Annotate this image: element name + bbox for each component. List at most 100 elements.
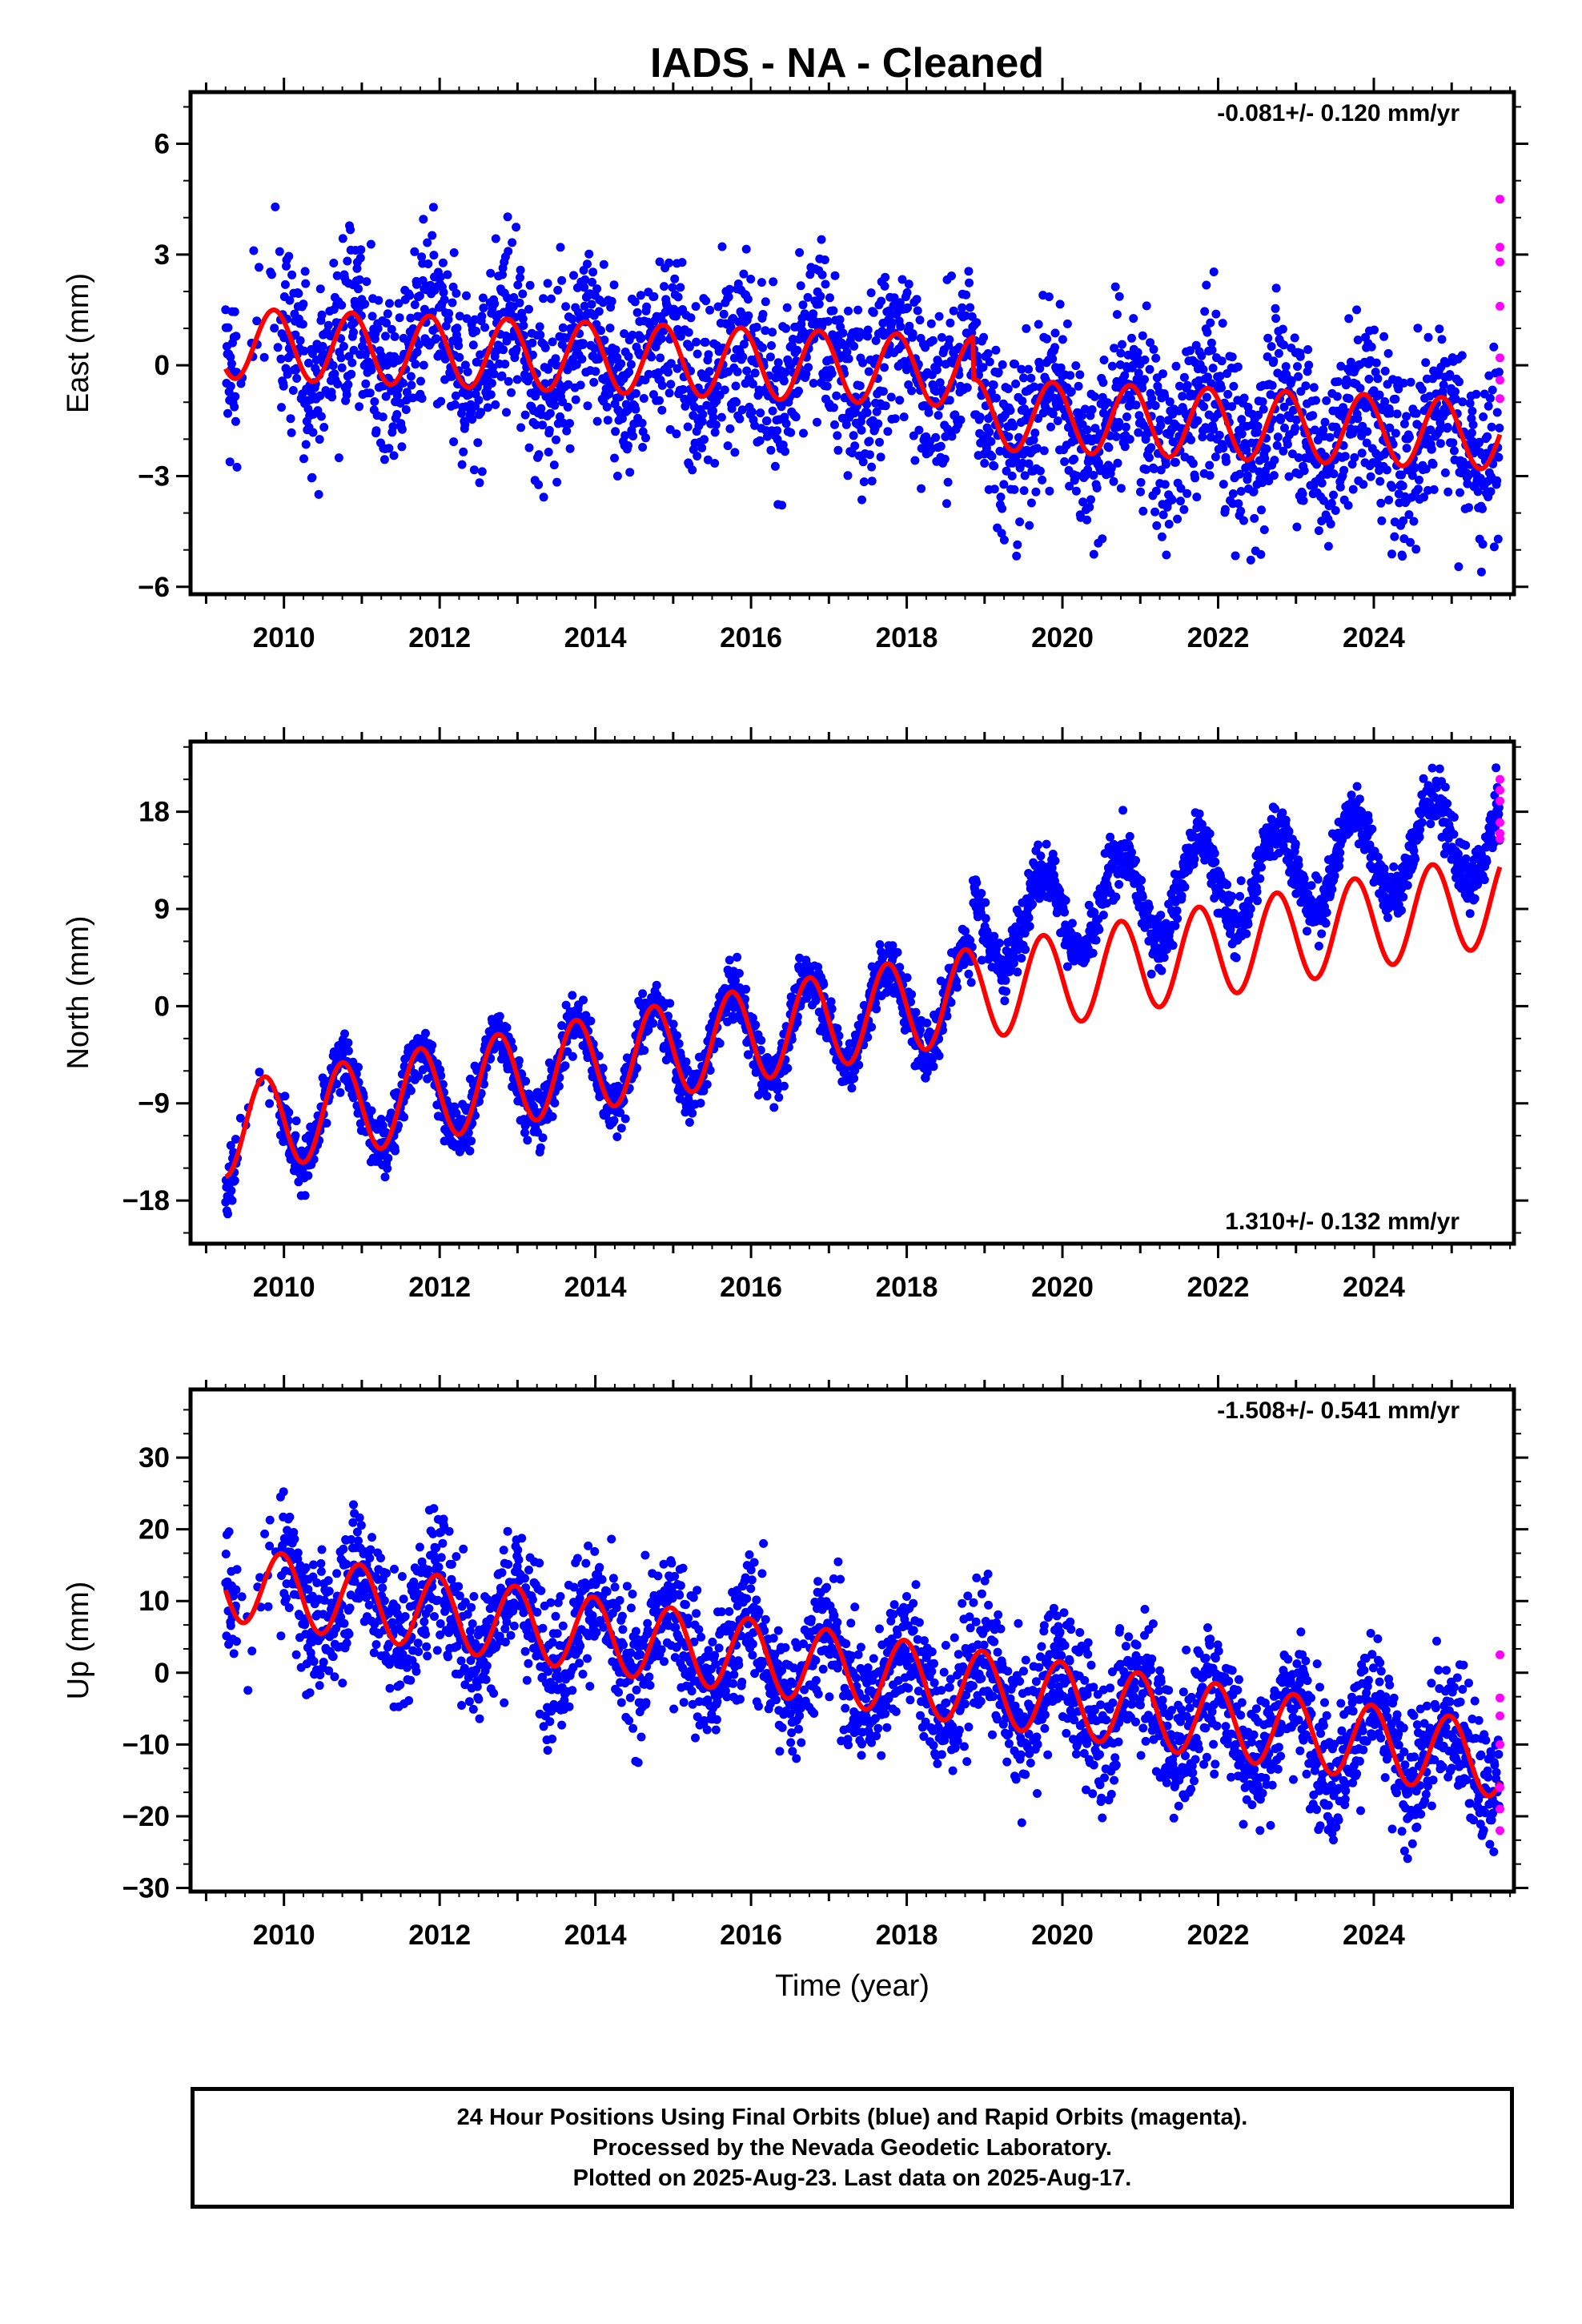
east-data-point xyxy=(1110,282,1120,292)
east-rapid-point xyxy=(1496,301,1504,311)
north-data-point xyxy=(696,1099,705,1108)
east-data-point xyxy=(1301,381,1311,391)
north-data-point xyxy=(533,1128,542,1137)
east-data-point xyxy=(449,437,459,447)
east-data-point xyxy=(1046,422,1055,432)
east-data-point xyxy=(917,484,926,493)
east-data-point xyxy=(1176,484,1186,493)
east-data-point xyxy=(419,215,428,224)
east-data-point xyxy=(1025,521,1034,530)
east-data-point xyxy=(559,418,568,428)
east-data-point xyxy=(225,457,235,467)
east-data-point xyxy=(285,296,295,305)
east-data-point xyxy=(1421,358,1431,368)
east-data-point xyxy=(397,442,407,452)
north-data-point xyxy=(946,998,956,1007)
east-data-point xyxy=(1299,496,1308,505)
east-data-point xyxy=(992,393,1001,403)
east-data-point xyxy=(997,529,1006,538)
east-data-point xyxy=(962,383,972,392)
east-data-point xyxy=(1192,493,1202,502)
east-data-point xyxy=(1386,408,1395,418)
east-data-point xyxy=(384,444,394,453)
east-data-point xyxy=(748,380,757,388)
north-data-point xyxy=(741,984,751,994)
east-data-point xyxy=(579,339,588,348)
east-data-point xyxy=(711,420,721,429)
east-data-point xyxy=(610,453,619,463)
east-data-point xyxy=(557,275,567,285)
east-data-point xyxy=(1202,392,1211,402)
east-data-point xyxy=(945,396,954,405)
north-data-point xyxy=(1050,856,1060,866)
east-data-point xyxy=(432,334,441,344)
east-data-point xyxy=(1199,364,1208,374)
east-data-point xyxy=(362,277,371,287)
east-data-point xyxy=(307,349,317,359)
east-data-point xyxy=(947,271,956,280)
east-data-point xyxy=(1263,352,1272,361)
north-data-point xyxy=(1118,806,1128,815)
north-data-point xyxy=(1001,975,1010,985)
east-data-point xyxy=(673,364,682,373)
east-data-point xyxy=(1304,360,1314,370)
east-data-point xyxy=(1375,390,1384,400)
east-data-point xyxy=(1019,486,1029,496)
east-data-point xyxy=(1215,430,1224,440)
east-data-point xyxy=(528,338,537,348)
east-data-point xyxy=(733,367,742,376)
east-data-point xyxy=(611,427,620,436)
east-data-point xyxy=(1170,457,1180,467)
north-data-point xyxy=(902,973,912,983)
east-data-point xyxy=(641,433,650,443)
east-data-point xyxy=(1454,562,1464,572)
east-data-point xyxy=(1317,478,1327,488)
east-data-point xyxy=(817,235,826,244)
east-data-point xyxy=(223,408,232,418)
east-data-point xyxy=(1443,487,1453,497)
east-data-point xyxy=(1270,456,1279,465)
east-data-point xyxy=(1353,414,1363,424)
east-data-point xyxy=(656,353,665,363)
east-data-point xyxy=(766,445,776,455)
east-data-point xyxy=(317,310,327,320)
east-data-point xyxy=(1010,360,1019,369)
east-data-point xyxy=(1147,394,1157,404)
north-data-point xyxy=(1010,953,1019,963)
east-data-point xyxy=(1377,516,1387,525)
north-data-point xyxy=(620,1114,630,1124)
east-data-point xyxy=(710,459,720,468)
north-data-point xyxy=(235,1113,245,1123)
east-data-point xyxy=(315,391,325,400)
east-data-point xyxy=(594,307,604,316)
east-data-point xyxy=(1279,340,1288,350)
north-data-point xyxy=(1067,919,1077,928)
east-data-point xyxy=(397,424,407,434)
east-data-point xyxy=(781,368,790,377)
east-data-point xyxy=(1121,422,1130,432)
north-data-point xyxy=(378,1121,387,1130)
east-data-point xyxy=(551,354,560,364)
east-data-point xyxy=(914,425,924,435)
east-rapid-point xyxy=(1496,376,1504,385)
east-data-point xyxy=(876,452,885,462)
east-data-point xyxy=(451,391,460,400)
east-data-point xyxy=(417,394,427,403)
east-data-point xyxy=(842,347,852,356)
east-data-point xyxy=(1310,425,1319,435)
east-data-point xyxy=(999,480,1009,489)
east-rate-label: -0.081+/- 0.120 mm/yr xyxy=(1217,100,1460,127)
east-data-point xyxy=(620,329,629,339)
east-data-point xyxy=(1479,412,1488,421)
east-data-point xyxy=(631,404,640,414)
east-data-point xyxy=(410,300,420,309)
east-data-point xyxy=(1243,471,1252,480)
east-data-point xyxy=(531,420,540,429)
east-data-point xyxy=(924,408,934,417)
north-data-point xyxy=(1021,945,1030,955)
east-data-point xyxy=(1264,476,1274,485)
north-data-point xyxy=(579,995,588,1005)
east-data-point xyxy=(1308,411,1318,420)
east-data-point xyxy=(1475,437,1484,447)
east-data-point xyxy=(1492,476,1502,485)
